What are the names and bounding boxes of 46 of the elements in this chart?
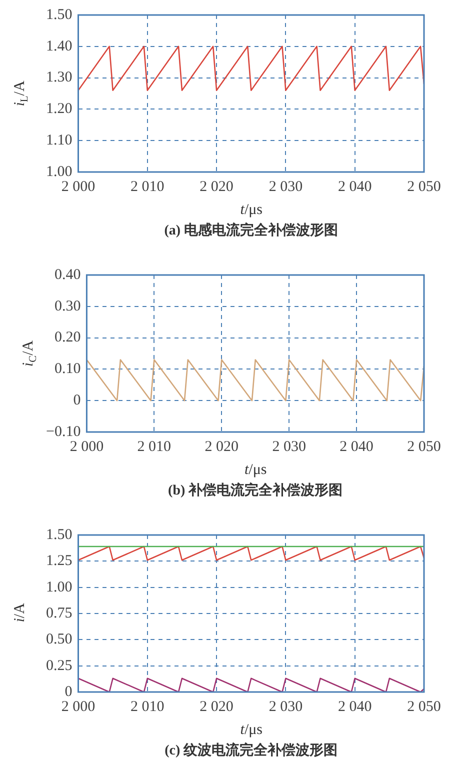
y-tick-label: 1.25 bbox=[46, 553, 72, 570]
x-tick-label: 2 050 bbox=[407, 178, 441, 195]
x-tick-label: 2 010 bbox=[130, 698, 164, 715]
y-tick-label: 0 bbox=[73, 392, 81, 409]
x-tick-label: 2 000 bbox=[61, 698, 96, 715]
y-tick-label: 1.00 bbox=[46, 164, 72, 180]
y-tick-label: 0.25 bbox=[46, 658, 72, 674]
y-tick-label: 0.50 bbox=[46, 632, 72, 648]
x-tick-label: 2 020 bbox=[200, 178, 234, 195]
x-tick-label: 2 030 bbox=[268, 178, 303, 195]
y-tick-label: 1.20 bbox=[46, 101, 72, 118]
x-axis-title: t/μs bbox=[240, 722, 263, 738]
y-tick-label: 0.30 bbox=[54, 298, 81, 314]
y-tick-label: 1.40 bbox=[46, 38, 72, 54]
text: (b) 补偿电流完全补偿波形图 bbox=[168, 482, 343, 499]
x-tick-label: 2 010 bbox=[137, 438, 172, 455]
x-tick-label: 2 000 bbox=[70, 438, 104, 455]
x-tick-label: 2 050 bbox=[407, 438, 441, 455]
y-tick-label: 1.00 bbox=[46, 579, 72, 596]
y-tick-label: 0.10 bbox=[54, 361, 81, 378]
x-tick-label: 2 020 bbox=[200, 698, 234, 715]
y-axis-title: iL/A bbox=[12, 80, 30, 106]
y-axis-title: i/A bbox=[12, 602, 28, 622]
y-tick-label: 0.75 bbox=[46, 605, 72, 622]
y-tick-label: 0.40 bbox=[54, 266, 81, 283]
text: (a) 电感电流完全补偿波形图 bbox=[164, 222, 338, 239]
x-tick-label: 2 030 bbox=[272, 438, 306, 455]
y-tick-label: 1.30 bbox=[46, 70, 72, 86]
x-tick-label: 2 040 bbox=[338, 178, 372, 195]
x-tick-label: 2 030 bbox=[268, 698, 303, 715]
x-tick-label: 2 040 bbox=[338, 698, 372, 715]
y-axis-title: iC/A bbox=[20, 340, 39, 367]
x-tick-label: 2 050 bbox=[407, 698, 441, 715]
x-tick-label: 2 040 bbox=[340, 438, 374, 455]
x-tick-label: 2 010 bbox=[130, 178, 164, 195]
text: (c) 纹波电流完全补偿波形图 bbox=[164, 742, 338, 759]
y-tick-label: 1.10 bbox=[46, 132, 72, 149]
x-tick-label: 2 020 bbox=[204, 438, 238, 455]
y-tick-label: 0 bbox=[64, 684, 72, 700]
x-axis-title: t/μs bbox=[240, 202, 263, 218]
y-tick-label: 0.20 bbox=[54, 330, 81, 346]
x-axis-title: t/μs bbox=[244, 462, 267, 478]
y-tick-label: −0.10 bbox=[46, 424, 81, 440]
y-tick-label: 1.50 bbox=[46, 526, 72, 543]
x-tick-label: 2 000 bbox=[61, 178, 96, 195]
y-tick-label: 1.50 bbox=[46, 6, 72, 23]
